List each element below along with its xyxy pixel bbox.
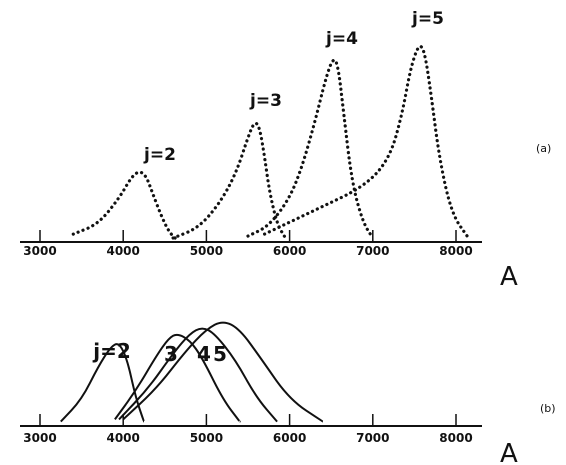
x-tick-label: 6000 <box>273 244 306 258</box>
x-axis-label: A <box>500 439 518 465</box>
x-tick-label: 7000 <box>356 244 389 258</box>
series-line-j-2 <box>71 170 179 242</box>
series-line-j-3 <box>171 121 288 240</box>
panel-label: (b) <box>540 402 556 415</box>
x-tick-label: 4000 <box>106 431 139 445</box>
panel-label: (a) <box>536 142 551 155</box>
series-label-j-2: j=2 <box>143 145 176 165</box>
series-line-j-5 <box>263 44 471 240</box>
series-line-3 <box>114 333 241 423</box>
x-tick-label: 3000 <box>23 431 56 445</box>
panel-a: 3000 4000 5000 6000 7000 8000 j=2 j=3 j=4 j=5 A (a) <box>20 9 551 292</box>
series-line-5 <box>122 321 324 423</box>
series-label-j-4: j=4 <box>325 29 358 49</box>
series-label-j-2: j=2 <box>92 339 131 363</box>
x-tick-label: 8000 <box>439 431 472 445</box>
x-tick-label: 8000 <box>439 244 472 258</box>
x-tick-label: 7000 <box>356 431 389 445</box>
x-axis-label: A <box>500 262 518 292</box>
series-label-4: 4 <box>197 342 211 366</box>
series-label-j-5: j=5 <box>411 9 444 29</box>
series-line-j-4 <box>246 58 375 240</box>
x-tick-label: 5000 <box>190 244 223 258</box>
series-label-j-3: j=3 <box>249 91 282 111</box>
series-label-5: 5 <box>213 342 227 366</box>
x-tick-label: 3000 <box>23 244 56 258</box>
x-tick-label: 6000 <box>273 431 306 445</box>
series-line-j-2 <box>60 343 145 423</box>
series-line-4 <box>118 327 278 423</box>
x-tick-label: 4000 <box>106 244 139 258</box>
x-tick-label: 5000 <box>190 431 223 445</box>
